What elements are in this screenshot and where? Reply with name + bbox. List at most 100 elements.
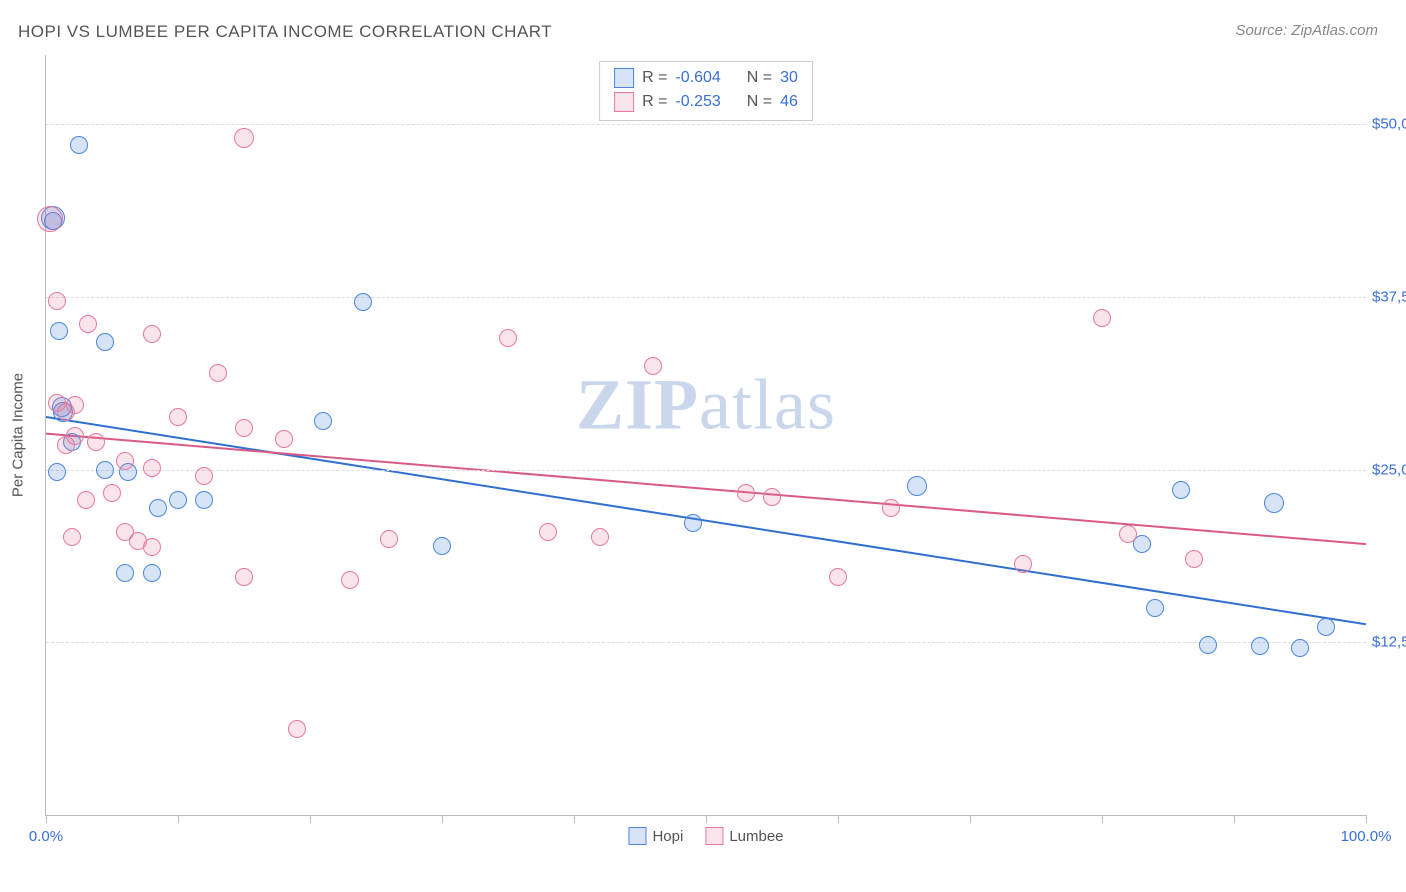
data-point [169, 491, 187, 509]
x-tick [1102, 815, 1103, 823]
y-tick-label: $37,500 [1372, 288, 1406, 305]
x-tick [838, 815, 839, 823]
n-label: N = [747, 90, 772, 114]
data-point [96, 333, 114, 351]
n-value: 30 [780, 66, 798, 90]
legend-swatch [705, 827, 723, 845]
data-point [1172, 481, 1190, 499]
data-point [169, 408, 187, 426]
data-point [87, 433, 105, 451]
legend-swatch [614, 92, 634, 112]
data-point [143, 564, 161, 582]
data-point [1093, 309, 1111, 327]
chart-container: HOPI VS LUMBEE PER CAPITA INCOME CORRELA… [0, 0, 1406, 892]
data-point [235, 419, 253, 437]
data-point [195, 467, 213, 485]
data-point [116, 452, 134, 470]
y-tick-label: $50,000 [1372, 116, 1406, 133]
data-point [1199, 636, 1217, 654]
data-point [209, 364, 227, 382]
x-tick [310, 815, 311, 823]
x-tick [442, 815, 443, 823]
y-tick-label: $25,000 [1372, 461, 1406, 478]
data-point [63, 528, 81, 546]
data-point [907, 476, 927, 496]
data-point [1264, 493, 1284, 513]
data-point [235, 568, 253, 586]
r-label: R = [642, 66, 667, 90]
x-tick [178, 815, 179, 823]
plot-area: Per Capita Income ZIPatlas R =-0.604N =3… [45, 55, 1366, 816]
data-point [341, 571, 359, 589]
data-point [70, 136, 88, 154]
data-point [50, 322, 68, 340]
watermark: ZIPatlas [576, 363, 836, 446]
x-tick [970, 815, 971, 823]
data-point [737, 484, 755, 502]
gridline [46, 470, 1366, 471]
r-value: -0.253 [675, 90, 720, 114]
stats-legend-row: R = -0.253 N = 46 [614, 90, 798, 114]
n-value: 46 [780, 90, 798, 114]
data-point [684, 514, 702, 532]
stats-legend-row: R =-0.604N =30 [614, 66, 798, 90]
chart-title: HOPI VS LUMBEE PER CAPITA INCOME CORRELA… [18, 22, 552, 42]
x-tick [706, 815, 707, 823]
x-tick [574, 815, 575, 823]
data-point [882, 499, 900, 517]
r-label: R = [642, 90, 667, 114]
data-point [66, 396, 84, 414]
data-point [79, 315, 97, 333]
x-tick [1366, 815, 1367, 823]
data-point [77, 491, 95, 509]
data-point [380, 530, 398, 548]
data-point [1185, 550, 1203, 568]
data-point [57, 436, 75, 454]
data-point [143, 538, 161, 556]
x-tick-label: 0.0% [29, 828, 63, 845]
data-point [1146, 599, 1164, 617]
legend-label: Lumbee [729, 828, 783, 845]
data-point [1251, 637, 1269, 655]
data-point [48, 292, 66, 310]
series-legend: Hopi Lumbee [628, 827, 783, 845]
data-point [149, 499, 167, 517]
gridline [46, 297, 1366, 298]
data-point [433, 537, 451, 555]
trend-line [46, 434, 1366, 545]
data-point [37, 206, 63, 232]
n-label: N = [747, 66, 772, 90]
stats-legend: R =-0.604N =30R =-0.253N =46 [599, 61, 813, 121]
data-point [591, 528, 609, 546]
data-point [195, 491, 213, 509]
data-point [103, 484, 121, 502]
data-point [288, 720, 306, 738]
legend-item: Lumbee [705, 827, 783, 845]
source-label: Source: ZipAtlas.com [1235, 22, 1378, 39]
legend-label: Hopi [652, 828, 683, 845]
data-point [234, 128, 254, 148]
legend-swatch [628, 827, 646, 845]
data-point [314, 412, 332, 430]
x-tick [46, 815, 47, 823]
data-point [539, 523, 557, 541]
x-tick [1234, 815, 1235, 823]
data-point [644, 357, 662, 375]
x-tick-label: 100.0% [1341, 828, 1392, 845]
data-point [763, 488, 781, 506]
trend-line [46, 417, 1366, 624]
data-point [829, 568, 847, 586]
data-point [275, 430, 293, 448]
data-point [48, 463, 66, 481]
legend-item: Hopi [628, 827, 683, 845]
data-point [1317, 618, 1335, 636]
data-point [96, 461, 114, 479]
data-point [143, 325, 161, 343]
y-axis-title: Per Capita Income [10, 373, 27, 497]
data-point [1291, 639, 1309, 657]
data-point [1119, 525, 1137, 543]
data-point [143, 459, 161, 477]
data-point [354, 293, 372, 311]
watermark-bold: ZIP [576, 364, 699, 444]
watermark-rest: atlas [699, 364, 836, 444]
